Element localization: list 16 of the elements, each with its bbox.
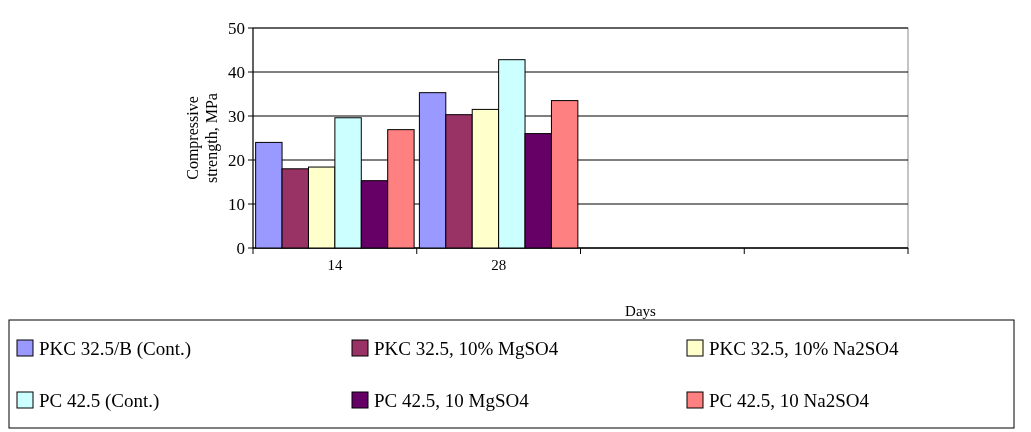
legend-label: PKC 32.5, 10% MgSO4 [374,337,559,359]
y-tick-label: 10 [228,194,245,214]
y-axis-title: Compressive strength, MPa [184,93,222,183]
y-tick-label: 50 [228,18,245,38]
legend-label: PKC 32.5/B (Cont.) [39,337,192,360]
y-tick-label: 40 [228,62,245,82]
y-tick-label: 30 [228,106,245,126]
x-tick-label: 28 [491,257,507,273]
y-tick-label: 20 [228,150,245,170]
legend-label: PC 42.5 (Cont.) [39,389,160,412]
legend-label: PC 42.5, 10 Na2SO4 [709,389,870,411]
legend-label: PC 42.5, 10 MgSO4 [374,389,530,411]
x-tick-label: 14 [327,257,343,273]
y-tick-label: 0 [236,238,245,258]
legend-label: PKC 32.5, 10% Na2SO4 [709,337,899,359]
x-axis-title: Days [625,303,657,319]
